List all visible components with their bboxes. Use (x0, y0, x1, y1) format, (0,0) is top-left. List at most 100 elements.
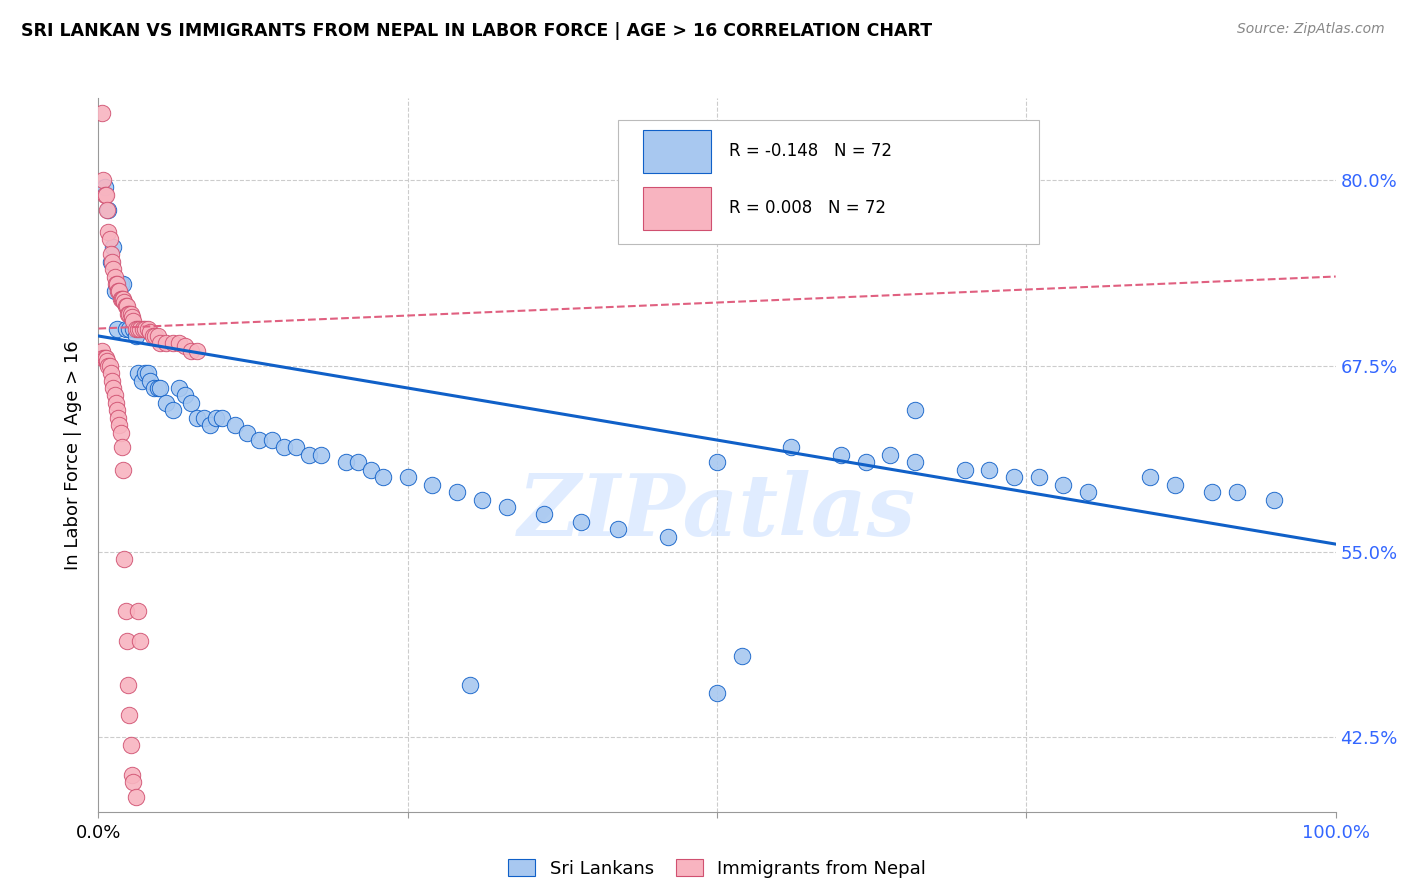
Point (174, 388, 197, 402)
Point (115, 299, 138, 313)
FancyBboxPatch shape (619, 120, 1039, 244)
Point (118, 307, 141, 321)
Point (112, 463, 135, 477)
Point (129, 633, 152, 648)
Point (94, 187, 117, 202)
Point (830, 448, 852, 462)
Point (94, 351, 117, 366)
Point (124, 321, 146, 335)
Point (134, 321, 156, 335)
Point (127, 366, 149, 380)
Text: Source: ZipAtlas.com: Source: ZipAtlas.com (1237, 22, 1385, 37)
Point (780, 441, 803, 455)
Point (309, 448, 332, 462)
Point (110, 425, 132, 440)
Point (132, 321, 155, 335)
Point (111, 441, 134, 455)
Point (103, 262, 125, 277)
Point (112, 277, 135, 291)
Point (1052, 477, 1074, 491)
Point (127, 321, 149, 335)
FancyBboxPatch shape (643, 187, 711, 230)
Point (104, 396, 127, 410)
Point (174, 339, 197, 353)
Point (103, 388, 125, 402)
Point (110, 292, 132, 306)
Point (167, 381, 190, 395)
Legend: Sri Lankans, Immigrants from Nepal: Sri Lankans, Immigrants from Nepal (501, 852, 934, 885)
Point (114, 299, 136, 313)
Text: R = -0.148   N = 72: R = -0.148 N = 72 (730, 142, 893, 160)
Point (205, 410, 228, 425)
Text: SRI LANKAN VS IMMIGRANTS FROM NEPAL IN LABOR FORCE | AGE > 16 CORRELATION CHART: SRI LANKAN VS IMMIGRANTS FROM NEPAL IN L… (21, 22, 932, 40)
Point (110, 277, 132, 291)
Point (105, 403, 128, 417)
Point (122, 321, 145, 335)
Point (101, 374, 124, 388)
Point (1077, 485, 1099, 500)
Point (107, 410, 129, 425)
Point (118, 321, 141, 335)
Point (471, 492, 494, 507)
Point (114, 321, 136, 335)
Point (122, 314, 145, 328)
Point (211, 410, 233, 425)
Point (127, 604, 149, 618)
Point (111, 292, 134, 306)
Point (112, 294, 135, 309)
Point (731, 648, 754, 663)
Point (117, 307, 139, 321)
Point (143, 329, 166, 343)
Point (285, 441, 308, 455)
Point (155, 396, 177, 410)
Text: 0.0%: 0.0% (76, 823, 121, 842)
Point (335, 455, 357, 469)
Point (879, 448, 901, 462)
Point (103, 381, 125, 395)
Point (569, 515, 592, 529)
Point (198, 418, 221, 433)
Point (1164, 477, 1187, 491)
Point (91, 343, 114, 358)
Point (1028, 470, 1050, 484)
Point (273, 441, 295, 455)
Point (953, 463, 976, 477)
Point (260, 433, 283, 447)
Point (180, 343, 202, 358)
Point (149, 336, 172, 351)
Point (96, 354, 118, 368)
Point (93, 187, 115, 202)
Point (129, 321, 152, 335)
Point (371, 470, 394, 484)
Point (100, 254, 122, 268)
Point (706, 686, 728, 700)
Point (136, 366, 159, 380)
Point (131, 374, 153, 388)
Point (124, 329, 146, 343)
Point (1139, 470, 1161, 484)
Point (107, 285, 129, 299)
FancyBboxPatch shape (643, 130, 711, 173)
Point (93, 180, 115, 194)
Point (495, 500, 517, 514)
Point (904, 403, 927, 417)
Point (100, 247, 122, 261)
Point (93, 351, 115, 366)
Point (120, 738, 142, 752)
Point (96, 202, 118, 217)
Point (108, 418, 131, 433)
Point (446, 485, 468, 500)
Point (162, 403, 184, 417)
Point (180, 396, 202, 410)
Point (112, 552, 135, 566)
Point (186, 410, 208, 425)
Point (1002, 470, 1025, 484)
Point (298, 448, 321, 462)
Point (396, 470, 419, 484)
Text: 100.0%: 100.0% (1302, 823, 1369, 842)
Point (979, 463, 1001, 477)
Point (1226, 485, 1249, 500)
Point (103, 240, 125, 254)
Point (120, 307, 142, 321)
Point (115, 633, 138, 648)
